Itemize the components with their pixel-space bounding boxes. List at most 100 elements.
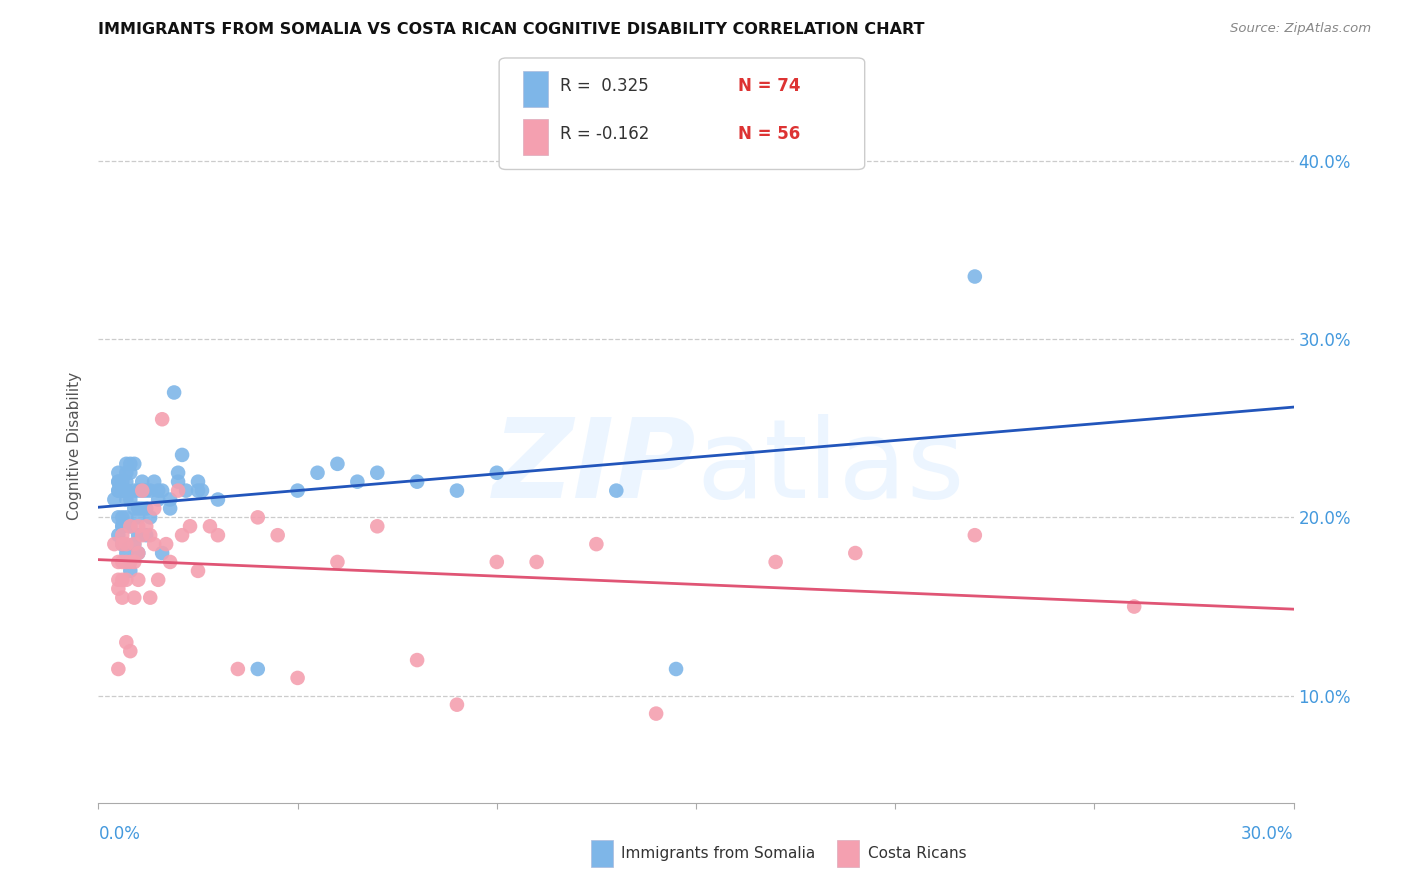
Point	[107, 475, 129, 489]
Point	[187, 564, 209, 578]
Point	[107, 510, 129, 524]
Point	[366, 466, 388, 480]
Point	[127, 528, 149, 542]
Point	[143, 537, 166, 551]
Point	[139, 528, 162, 542]
Point	[120, 644, 142, 658]
Point	[120, 519, 142, 533]
Point	[124, 591, 146, 605]
Point	[107, 466, 129, 480]
Point	[127, 519, 149, 533]
Point	[111, 483, 134, 498]
Point	[143, 501, 166, 516]
Point	[127, 510, 149, 524]
Text: 0.0%: 0.0%	[98, 825, 141, 843]
Point	[326, 457, 349, 471]
Text: Source: ZipAtlas.com: Source: ZipAtlas.com	[1230, 22, 1371, 36]
Point	[107, 528, 129, 542]
Text: Costa Ricans: Costa Ricans	[868, 847, 966, 861]
Point	[406, 475, 429, 489]
Text: ZIP: ZIP	[492, 414, 696, 521]
Point	[1123, 599, 1146, 614]
Point	[139, 483, 162, 498]
Point	[207, 528, 229, 542]
Text: N = 56: N = 56	[738, 125, 800, 144]
Point	[107, 662, 129, 676]
Point	[127, 546, 149, 560]
Point	[163, 385, 186, 400]
Point	[107, 475, 129, 489]
Point	[111, 528, 134, 542]
Point	[287, 483, 309, 498]
Point	[485, 466, 508, 480]
Point	[187, 483, 209, 498]
Point	[111, 591, 134, 605]
Point	[346, 475, 368, 489]
Text: atlas: atlas	[696, 414, 965, 521]
Point	[148, 492, 170, 507]
Point	[645, 706, 668, 721]
Point	[111, 537, 134, 551]
Y-axis label: Cognitive Disability: Cognitive Disability	[67, 372, 83, 520]
Point	[135, 501, 157, 516]
Point	[111, 510, 134, 524]
Point	[115, 492, 138, 507]
Point	[131, 483, 153, 498]
Point	[120, 466, 142, 480]
Point	[150, 483, 173, 498]
Point	[115, 537, 138, 551]
Point	[526, 555, 548, 569]
Point	[131, 528, 153, 542]
Point	[124, 457, 146, 471]
Point	[172, 448, 194, 462]
Text: N = 74: N = 74	[738, 77, 800, 95]
Point	[111, 519, 134, 533]
Point	[124, 537, 146, 551]
Text: R =  0.325: R = 0.325	[560, 77, 648, 95]
Point	[127, 501, 149, 516]
Point	[111, 537, 134, 551]
Point	[287, 671, 309, 685]
Point	[115, 466, 138, 480]
Point	[127, 546, 149, 560]
Point	[844, 546, 866, 560]
Point	[124, 555, 146, 569]
Text: 30.0%: 30.0%	[1241, 825, 1294, 843]
Point	[159, 501, 181, 516]
Point	[111, 555, 134, 569]
Point	[111, 519, 134, 533]
Point	[115, 635, 138, 649]
Point	[135, 528, 157, 542]
Point	[124, 501, 146, 516]
Point	[120, 564, 142, 578]
Point	[107, 483, 129, 498]
Point	[135, 519, 157, 533]
Point	[307, 466, 329, 480]
Point	[167, 466, 190, 480]
Point	[139, 510, 162, 524]
Point	[139, 591, 162, 605]
Point	[120, 519, 142, 533]
Point	[226, 662, 249, 676]
Point	[115, 475, 138, 489]
Point	[963, 528, 986, 542]
Point	[172, 528, 194, 542]
Point	[148, 573, 170, 587]
Point	[111, 475, 134, 489]
Point	[198, 519, 221, 533]
Point	[115, 573, 138, 587]
Point	[207, 492, 229, 507]
Point	[485, 555, 508, 569]
Point	[406, 653, 429, 667]
Text: R = -0.162: R = -0.162	[560, 125, 650, 144]
Point	[963, 269, 986, 284]
Point	[124, 483, 146, 498]
Point	[107, 555, 129, 569]
Point	[120, 457, 142, 471]
Point	[127, 483, 149, 498]
Point	[111, 573, 134, 587]
Point	[131, 475, 153, 489]
Point	[120, 492, 142, 507]
Point	[267, 528, 290, 542]
Point	[115, 457, 138, 471]
